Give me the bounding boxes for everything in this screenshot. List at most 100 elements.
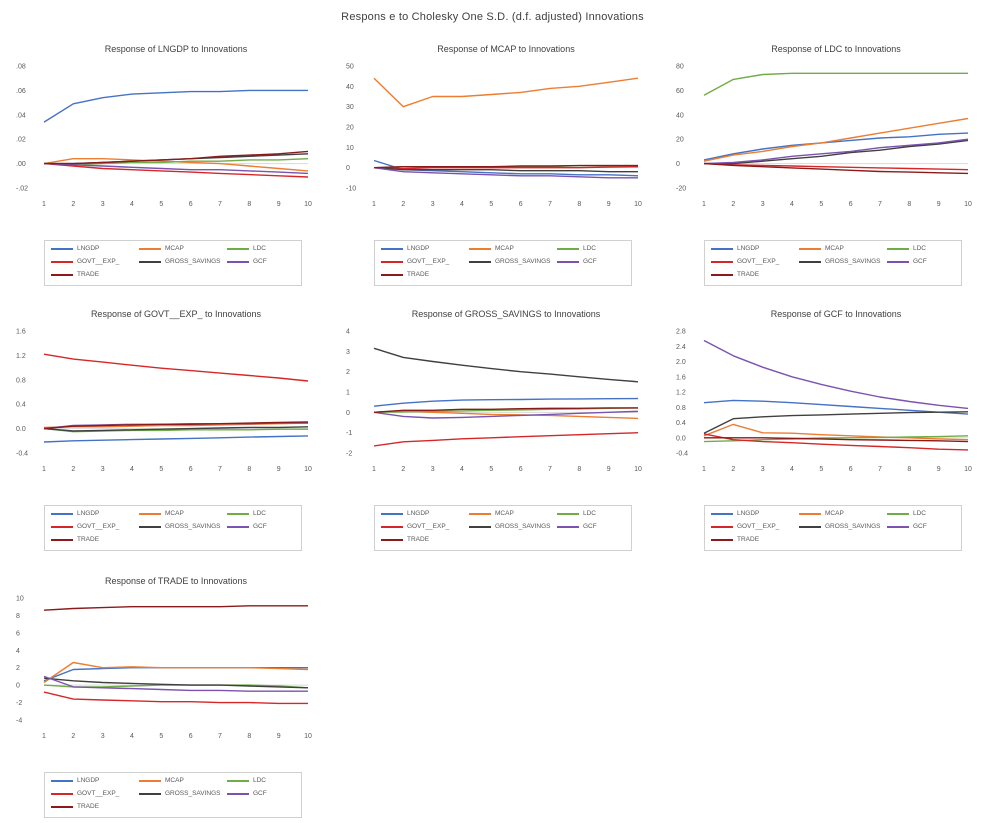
legend-label: GOVT__EXP_ — [77, 523, 120, 530]
x-tick-label: 10 — [964, 466, 972, 473]
x-tick-label: 4 — [460, 201, 464, 208]
x-tick-label: 2 — [731, 466, 735, 473]
x-tick-label: 2 — [401, 466, 405, 473]
legend-label: GOVT__EXP_ — [407, 258, 450, 265]
series-line-govt-exp — [43, 691, 308, 705]
y-tick-label: 50 — [346, 64, 354, 71]
x-tick-label: 8 — [577, 466, 581, 473]
x-tick-label: 9 — [277, 733, 281, 740]
x-tick-label: 6 — [849, 201, 853, 208]
legend-label: TRADE — [77, 803, 100, 810]
legend-swatch — [381, 526, 403, 528]
x-tick-label: 9 — [937, 466, 941, 473]
legend-label: MCAP — [495, 245, 514, 252]
legend-label: LNGDP — [737, 510, 760, 517]
x-tick-label: 8 — [577, 201, 581, 208]
y-tick-label: 0.8 — [676, 405, 686, 412]
x-tick-label: 4 — [790, 466, 794, 473]
legend-label: LDC — [253, 510, 267, 517]
series-line-ldc — [703, 72, 968, 96]
legend-label: GCF — [253, 523, 267, 530]
legend-swatch — [139, 793, 161, 795]
x-tick-label: 7 — [218, 201, 222, 208]
series-line-gross-savings — [43, 426, 309, 432]
chart-svg: Response of LNGDP to Innovations .08 .06 .0… — [16, 44, 312, 208]
legend-swatch — [469, 513, 491, 515]
y-tick-label: 2.4 — [676, 344, 686, 351]
y-tick-label: 2.8 — [676, 329, 686, 336]
x-tick-label: 4 — [130, 201, 134, 208]
legend-label: MCAP — [165, 245, 184, 252]
series-line-gcf — [43, 162, 309, 175]
legend-label: GOVT__EXP_ — [737, 523, 780, 530]
x-tick-label: 9 — [937, 201, 941, 208]
x-tick-label: 8 — [907, 201, 911, 208]
series-line-mcap — [373, 77, 639, 108]
legend-label: GROSS_SAVINGS — [165, 523, 221, 530]
legend-swatch — [51, 793, 73, 795]
series-line-mcap — [43, 661, 309, 684]
chart-legend: LNGDP MCAP LDC GOVT__EXP_ GROSS_SAVINGS GCF TR… — [44, 772, 302, 818]
legend-label: LNGDP — [77, 245, 100, 252]
legend-label: GROSS_SAVINGS — [165, 258, 221, 265]
legend-swatch — [799, 248, 821, 250]
chart-svg: Response of MCAP to Innovations504030201… — [346, 44, 642, 208]
legend-swatch — [51, 806, 73, 808]
legend-swatch — [887, 526, 909, 528]
legend-label: MCAP — [165, 777, 184, 784]
chart-title: Response of GROSS_SAVINGS to Innovations — [412, 309, 601, 319]
y-tick-label: 4 — [346, 329, 350, 336]
x-tick-label: 4 — [790, 201, 794, 208]
chart-title: Response of LNGDP to Innovations — [105, 44, 248, 54]
legend-swatch — [887, 248, 909, 250]
x-tick-label: 6 — [519, 466, 523, 473]
y-tick-label: -.02 — [16, 186, 28, 193]
series-line-govt-exp — [703, 162, 969, 171]
y-tick-label: -0.4 — [676, 451, 688, 458]
legend-label: MCAP — [825, 245, 844, 252]
x-tick-label: 7 — [548, 466, 552, 473]
x-tick-label: 3 — [761, 201, 765, 208]
x-tick-label: 5 — [819, 201, 823, 208]
x-tick-label: 7 — [548, 201, 552, 208]
legend-swatch — [51, 261, 73, 263]
y-tick-label: 0 — [346, 165, 350, 172]
x-tick-label: 2 — [71, 201, 75, 208]
chart-panel-5: Response of GROSS_SAVINGS to Innovations… — [346, 305, 662, 551]
x-tick-label: 2 — [731, 201, 735, 208]
series-line-lngdp — [373, 397, 639, 407]
legend-swatch — [227, 793, 249, 795]
chart-legend: LNGDP MCAP LDC GOVT__EXP_ GROSS_SAVINGS GCF TR… — [704, 505, 962, 551]
x-tick-label: 4 — [130, 466, 134, 473]
x-tick-label: 10 — [634, 201, 642, 208]
series-line-trade — [373, 164, 638, 169]
legend-label: LDC — [583, 245, 597, 252]
series-line-govt-exp — [373, 432, 639, 447]
y-tick-label: 0.8 — [16, 377, 26, 384]
legend-label: TRADE — [77, 271, 100, 278]
legend-label: TRADE — [737, 271, 760, 278]
x-tick-label: 5 — [159, 201, 163, 208]
y-tick-label: 40 — [346, 84, 354, 91]
x-tick-label: 1 — [372, 201, 376, 208]
series-line-govt-exp — [373, 166, 639, 170]
x-tick-label: 7 — [218, 466, 222, 473]
chart-svg: Response of GCF to Innovations 2.8 2.4 2.0 1… — [676, 309, 972, 473]
series-line-mcap — [703, 423, 969, 441]
legend-swatch — [51, 780, 73, 782]
legend-label: LDC — [913, 245, 927, 252]
y-tick-label: 0 — [676, 161, 680, 168]
x-tick-label: 3 — [101, 733, 105, 740]
legend-label: GROSS_SAVINGS — [165, 790, 221, 797]
x-tick-label: 1 — [702, 201, 706, 208]
legend-label: TRADE — [407, 536, 430, 543]
legend-label: GOVT__EXP_ — [407, 523, 450, 530]
series-line-gross-savings — [373, 347, 639, 383]
y-tick-label: 10 — [16, 596, 24, 603]
x-tick-label: 9 — [277, 201, 281, 208]
series-line-trade — [704, 437, 969, 443]
figure-title: Respons e to Cholesky One S.D. (d.f. adj… — [341, 11, 644, 23]
legend-swatch — [799, 513, 821, 515]
y-tick-label: -2 — [346, 451, 352, 458]
legend-swatch — [51, 539, 73, 541]
